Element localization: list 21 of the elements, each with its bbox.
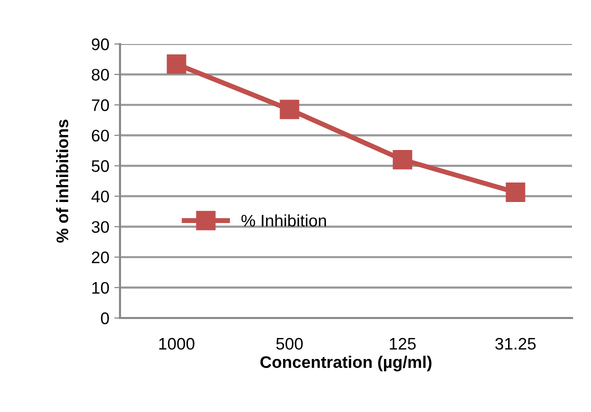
x-tick-label: 1000 <box>159 338 194 350</box>
y-tick-label: 70 <box>92 99 109 112</box>
y-tick-label: 50 <box>92 160 109 172</box>
point <box>280 100 300 120</box>
y-axis-title: % of inhibitions <box>56 120 68 243</box>
point <box>506 182 526 202</box>
legend-label: % Inhibition <box>241 214 326 227</box>
y-tick-label: 0 <box>100 312 109 324</box>
x-axis-title: Concentration (µg/ml) <box>260 356 432 372</box>
point <box>166 54 186 74</box>
y-tick-label: 80 <box>92 68 109 81</box>
y-tick-label: 30 <box>92 221 109 233</box>
y-tick-label: 60 <box>92 130 109 142</box>
point <box>392 150 412 170</box>
x-tick-label: 31.25 <box>495 338 536 350</box>
x-tick-label: 125 <box>390 338 416 350</box>
x-tick-label: 500 <box>276 338 303 350</box>
y-tick-label: 90 <box>92 38 109 50</box>
y-tick-label: 40 <box>91 190 109 202</box>
y-tick-label: 20 <box>92 252 109 264</box>
y-tick-label: 10 <box>92 282 109 294</box>
